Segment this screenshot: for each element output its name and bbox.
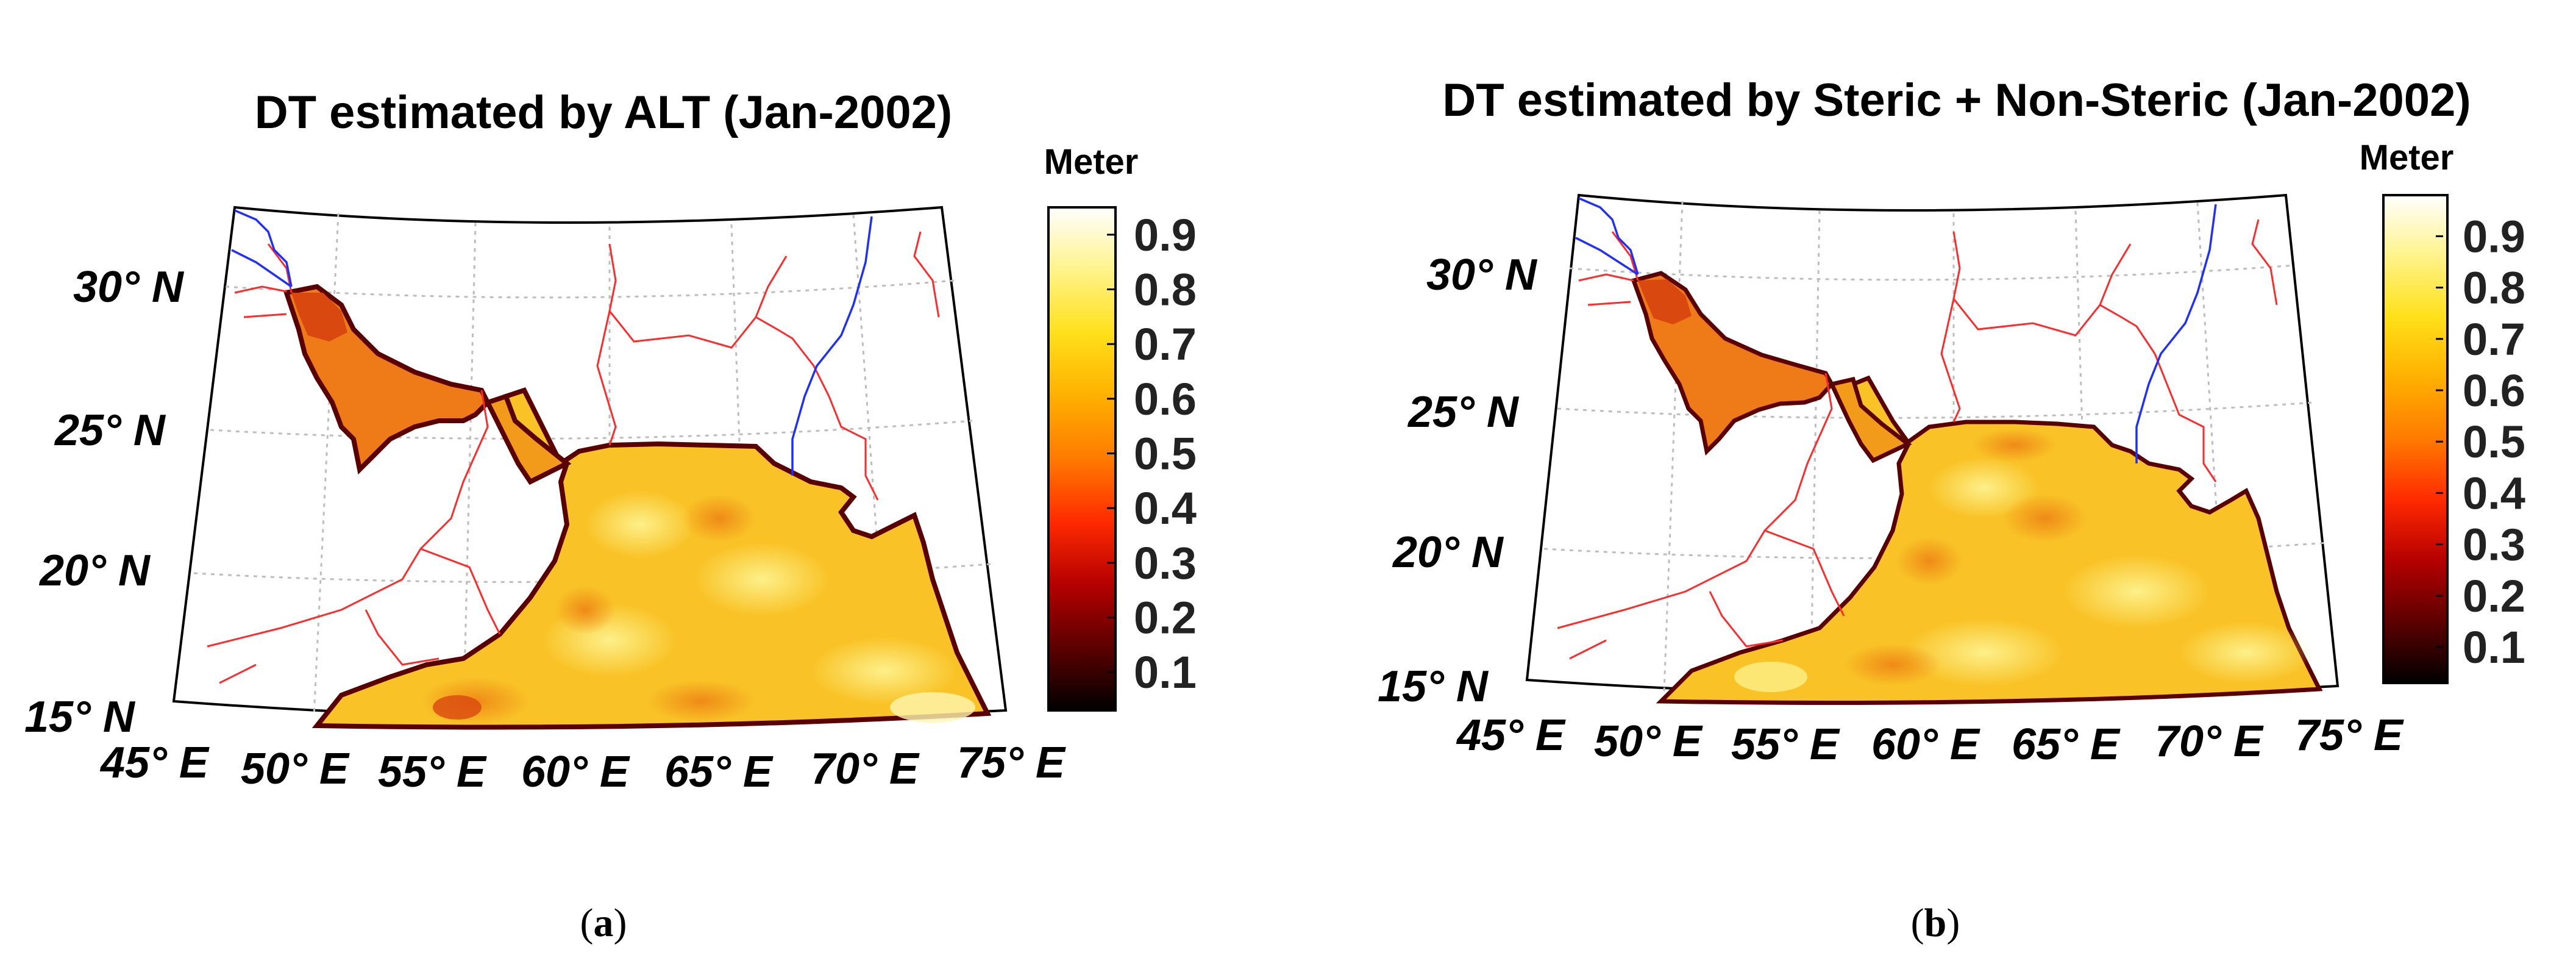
lon-label-55: 55° E bbox=[1731, 720, 1840, 769]
panel-b-title: DT estimated by Steric + Non-Steric (Jan… bbox=[1442, 74, 2471, 126]
gulf-head bbox=[291, 293, 347, 341]
lon-label-75: 75° E bbox=[2295, 711, 2404, 760]
lat-label-20: 20° N bbox=[1392, 528, 1504, 577]
panel-a-title: DT estimated by ALT (Jan-2002) bbox=[255, 87, 953, 138]
gulf-head bbox=[1638, 279, 1692, 324]
lon-label-45: 45° E bbox=[99, 738, 210, 787]
colorbar-tick-label: 0.1 bbox=[2463, 622, 2525, 673]
lon-label-70: 70° E bbox=[2155, 717, 2264, 766]
colorbar-a: Meter 0.90.80.70.60.50.40.30.20.1 bbox=[1044, 142, 1197, 712]
colorbar-tick-label: 0.9 bbox=[1134, 210, 1197, 260]
lat-label-15: 15° N bbox=[1378, 662, 1489, 711]
lon-label-60: 60° E bbox=[521, 748, 630, 796]
lon-label-70: 70° E bbox=[811, 745, 920, 793]
lon-label-55: 55° E bbox=[378, 748, 487, 796]
map-a bbox=[172, 206, 1008, 730]
colorbar-tick-label: 0.5 bbox=[2463, 416, 2525, 467]
gulf-of-oman bbox=[484, 393, 572, 485]
rivers bbox=[231, 209, 873, 476]
lat-label-30: 30° N bbox=[1426, 251, 1538, 299]
colorbar-tick-label: 0.7 bbox=[2463, 314, 2525, 365]
colorbar-tick-label: 0.4 bbox=[2463, 468, 2525, 518]
colorbar-tick-label: 0.8 bbox=[1134, 265, 1197, 315]
colorbar-tick-label: 0.2 bbox=[1134, 593, 1197, 643]
colorbar-tick-label: 0.4 bbox=[1134, 483, 1197, 534]
colorbar-bar bbox=[1047, 206, 1117, 712]
country-borders bbox=[207, 231, 940, 684]
latitude-labels: 30° N 25° N 20° N 15° N bbox=[1378, 251, 1538, 711]
lon-label-75: 75° E bbox=[957, 738, 1066, 787]
country-borders bbox=[1557, 219, 2278, 660]
lat-label-25: 25° N bbox=[1407, 388, 1520, 437]
lon-label-65: 65° E bbox=[2012, 720, 2121, 769]
colorbar-tick-label: 0.7 bbox=[1134, 319, 1197, 370]
gulf-of-oman bbox=[1828, 376, 1912, 463]
lat-label-25: 25° N bbox=[54, 406, 166, 455]
colorbar-tick-label: 0.6 bbox=[1134, 374, 1197, 424]
lon-label-50: 50° E bbox=[1594, 717, 1703, 766]
lon-label-60: 60° E bbox=[1871, 720, 1980, 769]
caption-b: (b) bbox=[1911, 901, 1960, 945]
colorbar-bar bbox=[2382, 194, 2449, 684]
panel-a: DT estimated by ALT (Jan-2002) bbox=[24, 87, 1197, 945]
lat-label-15: 15° N bbox=[24, 693, 136, 742]
colorbar-tick-label: 0.6 bbox=[2463, 365, 2525, 416]
caption-b-letter: b bbox=[1924, 901, 1947, 945]
panel-b: DT estimated by Steric + Non-Steric (Jan… bbox=[1378, 74, 2525, 945]
colorbar-ticks: 0.90.80.70.60.50.40.30.20.1 bbox=[2436, 211, 2525, 673]
caption-a: (a) bbox=[580, 901, 627, 945]
colorbar-tick-label: 0.8 bbox=[2463, 263, 2525, 313]
lon-label-50: 50° E bbox=[241, 745, 350, 793]
ocean-field bbox=[283, 284, 992, 730]
colorbar-tick-label: 0.3 bbox=[2463, 520, 2525, 570]
colorbar-ticks: 0.90.80.70.60.50.40.30.20.1 bbox=[1107, 210, 1197, 698]
latitude-labels: 30° N 25° N 20° N 15° N bbox=[24, 263, 185, 742]
rivers bbox=[1575, 197, 2217, 463]
lat-label-20: 20° N bbox=[38, 546, 151, 595]
lat-label-30: 30° N bbox=[73, 263, 185, 312]
ocean-field bbox=[1631, 271, 2323, 705]
colorbar-tick-label: 0.2 bbox=[2463, 571, 2525, 621]
longitude-labels: 45° E 50° E 55° E 60° E 65° E 70° E 75° … bbox=[1456, 711, 2404, 769]
longitude-labels: 45° E 50° E 55° E 60° E 65° E 70° E 75° … bbox=[99, 738, 1066, 796]
lon-label-45: 45° E bbox=[1456, 711, 1566, 760]
colorbar-tick-label: 0.5 bbox=[1134, 429, 1197, 479]
lon-label-65: 65° E bbox=[664, 748, 774, 796]
map-b bbox=[1525, 193, 2339, 705]
colorbar-tick-label: 0.3 bbox=[1134, 538, 1197, 588]
colorbar-unit: Meter bbox=[1044, 142, 1139, 182]
caption-a-letter: a bbox=[594, 901, 614, 945]
colorbar-tick-label: 0.1 bbox=[1134, 647, 1197, 698]
colorbar-unit: Meter bbox=[2360, 138, 2454, 177]
colorbar-tick-label: 0.9 bbox=[2463, 211, 2525, 262]
colorbar-b: Meter 0.90.80.70.60.50.40.30.20.1 bbox=[2360, 138, 2525, 684]
